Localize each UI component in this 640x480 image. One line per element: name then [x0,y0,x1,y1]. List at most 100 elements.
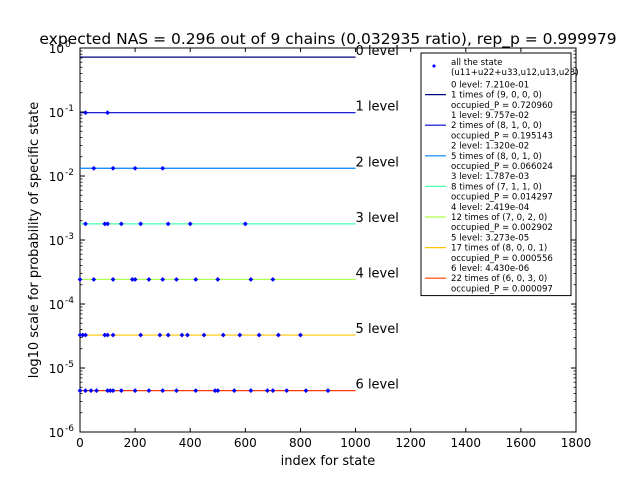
y-tick-exponent: -3 [65,232,74,242]
data-point [275,332,281,338]
data-point [248,276,254,282]
legend-entry-text: occupied_P = 0.002902 [451,223,553,233]
data-point [303,388,309,394]
data-point [165,221,171,227]
data-point [193,276,199,282]
x-tick-label: 1200 [395,436,426,450]
level-label-5: 5 level [356,322,399,337]
data-point [165,332,171,338]
x-axis-ticks: 0 200 400 600 800 1000 1200 1400 1600 1800 [76,48,591,450]
legend-entry-text: occupied_P = 0.720960 [451,101,553,111]
x-tick-label: 800 [289,436,312,450]
data-point [215,276,221,282]
data-point [248,388,254,394]
data-point [138,332,144,338]
legend-entry-text: 4 level: 2.419e-04 [451,203,529,213]
x-axis-label: index for state [281,454,376,469]
data-point [201,332,207,338]
data-point [270,388,276,394]
data-point [88,388,94,394]
y-tick-exponent: -1 [65,104,74,114]
data-point [138,221,144,227]
data-point [179,332,185,338]
data-point [160,388,166,394]
y-tick-base: 10 [49,42,64,56]
data-point [110,388,116,394]
y-tick-label: 10 [49,42,64,56]
data-point [284,388,290,394]
level-label-4: 4 level [356,266,399,281]
data-point [220,332,226,338]
y-tick-label: 10 [49,106,64,120]
legend-entry-text: occupied_P = 0.195143 [451,131,553,141]
data-point [160,165,166,171]
data-point [270,276,276,282]
legend-entry-text: 8 times of (7, 1, 1, 0) [451,182,542,192]
x-tick-label: 1600 [506,436,537,450]
legend-entry-text: 17 times of (8, 0, 0, 1) [451,244,547,254]
data-point [77,388,83,394]
y-tick-exponent: -5 [65,360,74,370]
y-tick-base: 10 [49,170,64,184]
legend-entry-text: occupied_P = 0.000097 [451,284,553,294]
data-point [187,221,193,227]
legend-entry-text: 5 times of (8, 0, 1, 0) [451,152,542,162]
y-tick-exponent: 0 [65,40,71,50]
x-tick-label: 1800 [561,436,592,450]
data-point [118,221,124,227]
data-point [160,276,166,282]
legend-entry-text: 12 times of (7, 0, 2, 0) [451,213,547,223]
x-tick-label: 0 [76,436,84,450]
chart-title: expected NAS = 0.296 out of 9 chains (0.… [39,30,616,49]
level-labels: 0 level 1 level 2 level 3 level 4 level 5 lev… [356,44,399,393]
data-point [146,276,152,282]
legend-entry-text: occupied_P = 0.014297 [451,193,553,203]
data-point [110,276,116,282]
data-point [132,276,138,282]
y-tick-base: 10 [49,298,64,312]
data-point [110,332,116,338]
y-tick-base: 10 [49,362,64,376]
data-point [242,221,248,227]
data-point [173,388,179,394]
legend-entry-text: 6 level: 4.430e-06 [451,264,529,274]
y-tick-exponent: -4 [65,296,74,306]
data-point [146,388,152,394]
level-label-2: 2 level [356,155,399,170]
data-point [83,388,88,394]
level-label-0: 0 level [356,44,399,59]
data-point [237,332,243,338]
legend-marker-points [432,64,436,68]
x-tick-label: 1000 [340,436,371,450]
data-point [132,165,138,171]
data-point [105,332,111,338]
data-point [77,276,83,282]
legend-entry-text: 3 level: 1.787e-03 [451,172,529,182]
legend-entry-text: occupied_P = 0.066024 [451,162,553,172]
y-tick-exponent: -6 [65,424,74,434]
data-point [297,332,303,338]
data-point [173,276,179,282]
legend-entry-text: 1 level: 9.757e-02 [451,111,529,121]
data-point [105,221,111,227]
y-tick-exponent: -2 [65,168,74,178]
level-label-1: 1 level [356,100,399,115]
legend-entry-points: all the state [451,58,502,68]
data-point [264,388,270,394]
scatter-points [77,110,331,394]
data-point [118,388,124,394]
data-point [215,388,221,394]
y-tick-base: 10 [49,234,64,248]
legend-entry-text: occupied_P = 0.000556 [451,254,553,264]
legend-entry-text: 1 times of (9, 0, 0, 0) [451,91,542,101]
y-axis-label: log10 scale for probability of specific … [27,102,42,378]
legend-entry-text: 0 level: 7.210e-01 [451,80,529,90]
y-tick-label: 10 [49,298,64,312]
data-point [132,388,138,394]
y-tick-label: 10 [49,170,64,184]
legend-entry-text: 5 level: 3.273e-05 [451,233,529,243]
data-point [105,110,111,116]
y-tick-base: 10 [49,106,64,120]
